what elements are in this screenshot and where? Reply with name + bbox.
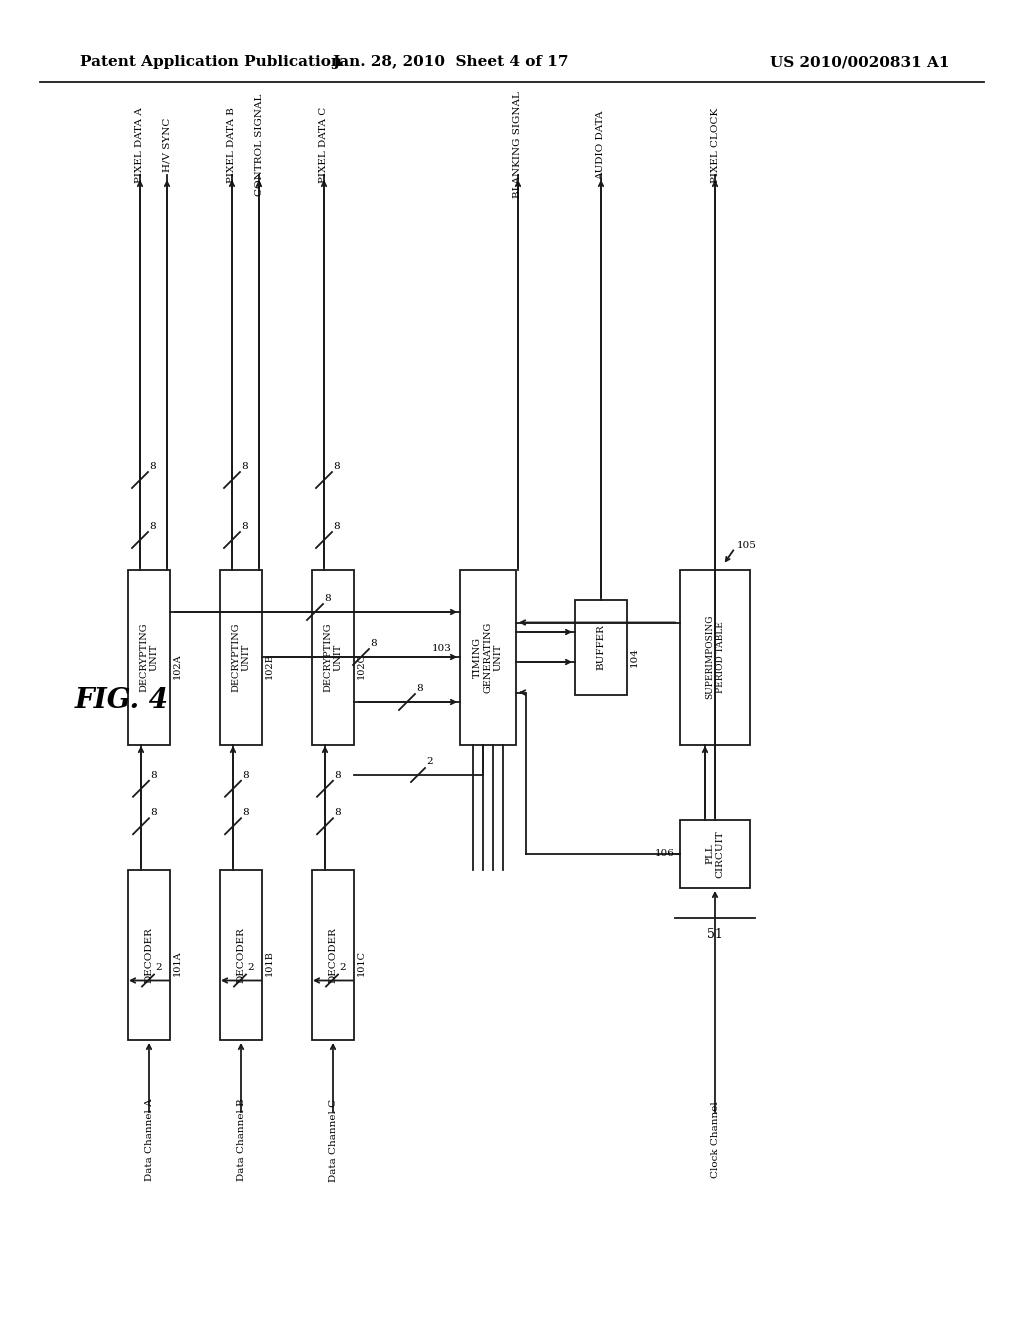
Text: 106: 106: [655, 850, 675, 858]
Text: 8: 8: [150, 771, 157, 780]
Text: 8: 8: [150, 462, 156, 471]
Text: 8: 8: [333, 462, 340, 471]
Text: 8: 8: [241, 521, 248, 531]
Text: 8: 8: [334, 808, 341, 817]
Text: PIXEL DATA B: PIXEL DATA B: [227, 107, 237, 183]
Bar: [680, 570, 750, 744]
Text: CONTROL SIGNAL: CONTROL SIGNAL: [255, 94, 263, 197]
Text: TIMING
GENERATING
UNIT: TIMING GENERATING UNIT: [473, 622, 503, 693]
Text: 102A: 102A: [173, 653, 182, 678]
Bar: [460, 570, 516, 744]
Text: Clock Channel: Clock Channel: [711, 1102, 720, 1179]
Text: 8: 8: [150, 808, 157, 817]
Text: Patent Application Publication: Patent Application Publication: [80, 55, 342, 69]
Bar: [680, 820, 750, 888]
Text: DECRYPTING
UNIT: DECRYPTING UNIT: [231, 622, 251, 692]
Text: 104: 104: [630, 647, 639, 667]
Text: Data Channel B: Data Channel B: [237, 1098, 246, 1181]
Text: DECODER: DECODER: [237, 927, 246, 983]
Text: 8: 8: [324, 594, 331, 603]
Text: PLL
CIRCUIT: PLL CIRCUIT: [706, 830, 725, 878]
Text: BUFFER: BUFFER: [597, 624, 605, 671]
Bar: [128, 870, 170, 1040]
Text: 103: 103: [432, 644, 452, 653]
Text: DECRYPTING
UNIT: DECRYPTING UNIT: [324, 622, 343, 692]
Text: 102B: 102B: [265, 653, 274, 680]
Text: 2: 2: [247, 964, 254, 973]
Bar: [575, 601, 627, 696]
Text: 2: 2: [155, 964, 162, 973]
Text: Data Channel A: Data Channel A: [144, 1098, 154, 1181]
Text: 8: 8: [242, 771, 249, 780]
Text: 8: 8: [333, 521, 340, 531]
Bar: [220, 870, 262, 1040]
Text: SUPERIMPOSING
PERIOD TABLE: SUPERIMPOSING PERIOD TABLE: [706, 615, 725, 700]
Bar: [312, 870, 354, 1040]
Text: BLANKING SIGNAL: BLANKING SIGNAL: [513, 91, 522, 198]
Text: 8: 8: [241, 462, 248, 471]
Text: 51: 51: [707, 928, 723, 940]
Text: DECODER: DECODER: [144, 927, 154, 983]
Text: AUDIO DATA: AUDIO DATA: [597, 111, 605, 180]
Text: PIXEL CLOCK: PIXEL CLOCK: [711, 107, 720, 182]
Text: 2: 2: [426, 756, 432, 766]
Text: 102C: 102C: [357, 653, 366, 680]
Text: PIXEL DATA C: PIXEL DATA C: [319, 107, 329, 183]
Text: 101C: 101C: [357, 950, 366, 977]
Text: 8: 8: [242, 808, 249, 817]
Text: PIXEL DATA A: PIXEL DATA A: [135, 107, 144, 183]
Text: 105: 105: [737, 540, 757, 549]
Bar: [220, 570, 262, 744]
Text: 8: 8: [416, 684, 423, 693]
Text: FIG. 4: FIG. 4: [75, 686, 169, 714]
Text: DECODER: DECODER: [329, 927, 338, 983]
Text: 8: 8: [150, 521, 156, 531]
Text: 8: 8: [370, 639, 377, 648]
Text: 101B: 101B: [265, 950, 274, 977]
Bar: [128, 570, 170, 744]
Text: Data Channel C: Data Channel C: [329, 1098, 338, 1181]
Text: 101A: 101A: [173, 950, 182, 977]
Text: 8: 8: [334, 771, 341, 780]
Text: H/V SYNC: H/V SYNC: [163, 117, 171, 172]
Bar: [312, 570, 354, 744]
Text: Jan. 28, 2010  Sheet 4 of 17: Jan. 28, 2010 Sheet 4 of 17: [332, 55, 568, 69]
Text: 2: 2: [339, 964, 346, 973]
Text: US 2010/0020831 A1: US 2010/0020831 A1: [770, 55, 950, 69]
Text: DECRYPTING
UNIT: DECRYPTING UNIT: [139, 622, 159, 692]
